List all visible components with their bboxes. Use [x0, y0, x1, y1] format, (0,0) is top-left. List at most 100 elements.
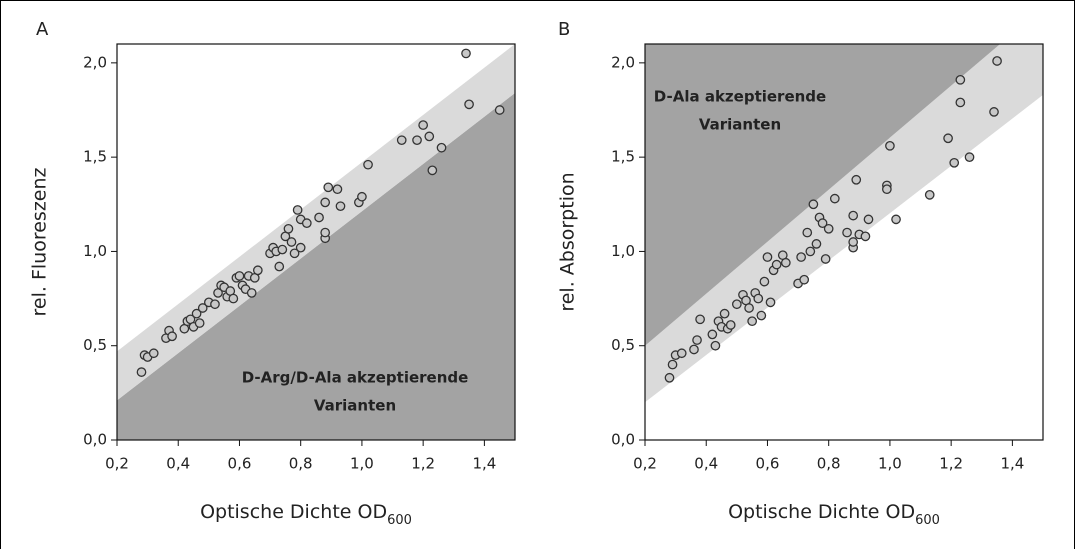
- data-point: [292, 205, 303, 215]
- data-point: [802, 227, 813, 238]
- data-point: [747, 316, 758, 327]
- data-point: [277, 244, 288, 255]
- y-tick-label: 0,5: [611, 336, 635, 354]
- data-point: [301, 218, 312, 228]
- plot-frame: [644, 43, 1044, 441]
- data-point: [289, 248, 300, 259]
- data-point: [191, 308, 202, 319]
- data-point: [323, 182, 334, 193]
- data-point: [817, 218, 828, 228]
- data-point: [805, 246, 816, 257]
- data-point: [418, 120, 429, 130]
- data-point: [689, 344, 699, 355]
- plot-frame: [116, 43, 516, 441]
- y-axis-label: rel. Absorption: [557, 172, 579, 311]
- data-point: [194, 318, 205, 328]
- region-annotation: Varianten: [314, 397, 396, 415]
- data-point: [234, 271, 245, 281]
- data-point: [363, 159, 373, 170]
- data-point: [676, 348, 687, 359]
- data-point: [412, 135, 422, 146]
- data-point: [695, 314, 705, 325]
- data-point: [314, 212, 324, 223]
- panel-letter: A: [36, 19, 49, 40]
- data-point: [860, 231, 871, 242]
- data-point: [848, 237, 859, 247]
- data-point: [283, 223, 294, 234]
- panel-letter: B: [558, 19, 570, 40]
- data-point: [246, 288, 257, 298]
- x-tick-label: 0,8: [289, 455, 313, 473]
- x-tick-label: 1,2: [939, 455, 963, 473]
- y-tick-label: 1,0: [611, 242, 635, 260]
- data-point: [707, 329, 718, 340]
- data-point: [332, 184, 343, 195]
- y-tick-label: 0,0: [611, 431, 635, 449]
- x-tick-label: 0,4: [694, 455, 718, 473]
- shaded-region: [645, 44, 1043, 403]
- data-point: [924, 190, 935, 200]
- data-point: [823, 223, 834, 234]
- data-point: [759, 276, 770, 287]
- data-point: [357, 191, 367, 202]
- x-tick-label: 1,4: [472, 455, 496, 473]
- y-tick-label: 0,5: [83, 336, 107, 354]
- data-point: [148, 348, 159, 359]
- data-point: [955, 74, 966, 85]
- data-point: [692, 335, 702, 345]
- data-point: [964, 152, 975, 162]
- shaded-region: [645, 44, 1001, 346]
- y-tick-label: 2,0: [611, 53, 635, 71]
- data-point: [808, 199, 819, 210]
- data-point: [820, 254, 831, 264]
- data-point: [719, 308, 730, 319]
- data-point: [771, 259, 782, 270]
- data-point: [882, 184, 892, 195]
- region-annotation: Varianten: [699, 116, 781, 134]
- data-point: [228, 293, 239, 304]
- y-tick-label: 1,0: [83, 242, 107, 260]
- x-tick-label: 0,4: [166, 455, 190, 473]
- data-point: [842, 227, 852, 238]
- shaded-region: [117, 93, 515, 441]
- x-tick-label: 0,6: [228, 455, 252, 473]
- data-point: [756, 310, 767, 321]
- x-tick-label: 1,2: [411, 455, 435, 473]
- data-point: [664, 372, 675, 383]
- data-point: [461, 48, 471, 59]
- data-point: [992, 56, 1002, 66]
- data-point: [320, 197, 331, 208]
- data-point: [464, 99, 474, 110]
- data-point: [765, 297, 776, 308]
- data-point: [762, 252, 773, 262]
- data-point: [731, 299, 742, 310]
- x-axis-label: Optische Dichte OD600: [200, 501, 412, 528]
- data-point: [799, 274, 810, 285]
- x-axis-label-subscript: 600: [387, 513, 412, 528]
- data-point: [167, 331, 177, 342]
- data-point: [335, 201, 346, 212]
- shaded-region: [117, 44, 515, 401]
- data-point: [943, 133, 953, 144]
- data-point: [949, 157, 960, 168]
- x-tick-label: 1,4: [1000, 455, 1024, 473]
- data-point: [295, 242, 306, 253]
- x-tick-label: 0,2: [105, 455, 129, 473]
- data-point: [829, 193, 840, 204]
- y-axis-label: rel. Fluoreszenz: [29, 167, 51, 316]
- data-point: [274, 261, 285, 272]
- data-point: [885, 140, 895, 151]
- data-point: [891, 214, 901, 225]
- data-point: [848, 210, 859, 221]
- data-point: [136, 367, 147, 377]
- region-annotation: D-Arg/D-Ala akzeptierende: [242, 369, 469, 387]
- data-point: [427, 165, 438, 176]
- data-point: [396, 135, 407, 146]
- data-point: [320, 227, 331, 238]
- data-point: [725, 320, 736, 330]
- data-point: [989, 107, 999, 117]
- x-tick-label: 0,8: [817, 455, 841, 473]
- data-point: [811, 239, 822, 249]
- data-point: [286, 237, 297, 247]
- data-point: [494, 105, 505, 115]
